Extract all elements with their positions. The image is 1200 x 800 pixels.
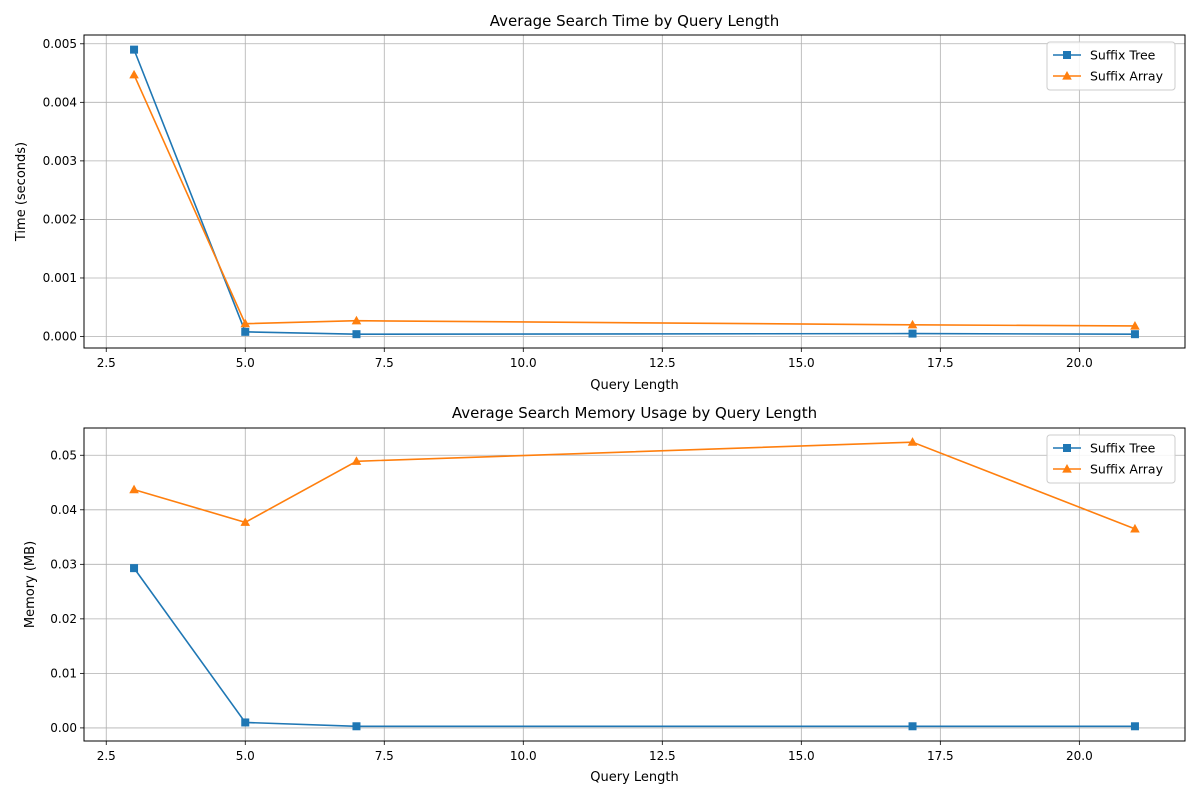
y-tick-label: 0.01 xyxy=(50,666,77,680)
grid xyxy=(84,35,1185,348)
x-tick-label: 10.0 xyxy=(510,749,537,763)
y-tick-label: 0.04 xyxy=(50,503,77,517)
y-tick-label: 0.03 xyxy=(50,557,77,571)
data-point xyxy=(351,456,362,465)
y-tick-label: 0.001 xyxy=(43,271,77,285)
x-tick-label: 7.5 xyxy=(375,749,394,763)
x-tick-label: 17.5 xyxy=(927,749,954,763)
y-tick-label: 0.005 xyxy=(43,37,77,51)
data-point xyxy=(352,330,361,339)
ticks: 2.5 5.0 7.5 10.0 12.5 15.0 17.5 20.0 0.000 0.001 0… xyxy=(43,37,1093,370)
x-tick-label: 2.5 xyxy=(97,749,116,763)
legend-marker xyxy=(1063,444,1071,452)
data-point xyxy=(130,564,139,573)
series xyxy=(129,437,1140,731)
legend-marker xyxy=(1062,464,1072,473)
data-point xyxy=(241,327,250,336)
data-point xyxy=(352,722,361,731)
series-suffix-array xyxy=(129,69,1140,330)
data-point xyxy=(241,718,250,727)
y-tick-label: 0.00 xyxy=(50,721,77,735)
x-tick-label: 12.5 xyxy=(649,356,676,370)
y-tick-label: 0.05 xyxy=(50,448,77,462)
data-point xyxy=(240,517,251,526)
y-tick-label: 0.002 xyxy=(43,212,77,226)
plot-frame xyxy=(83,427,1186,742)
legend-box xyxy=(1046,41,1176,91)
grid xyxy=(84,428,1185,741)
data-point xyxy=(129,69,139,79)
y-tick-label: 0.004 xyxy=(43,95,77,109)
data-point xyxy=(351,315,362,325)
ticks: 2.5 5.0 7.5 10.0 12.5 15.0 17.5 20.0 0.00 0.01 0.0… xyxy=(50,448,1092,763)
data-point xyxy=(907,319,918,329)
time-chart: Average Search Time by Query Length Quer… xyxy=(14,12,1186,393)
x-axis-label: Query Length xyxy=(590,770,678,785)
plot-frame xyxy=(83,34,1186,349)
data-point xyxy=(907,437,918,446)
x-tick-label: 5.0 xyxy=(236,749,255,763)
data-point xyxy=(130,45,139,54)
y-tick-label: 0.000 xyxy=(43,330,77,344)
legend-label: Suffix Tree xyxy=(1090,441,1156,456)
x-tick-label: 7.5 xyxy=(375,356,394,370)
legend-marker xyxy=(1062,71,1072,80)
x-axis-label: Query Length xyxy=(590,378,678,393)
y-tick-label: 0.003 xyxy=(43,154,77,168)
data-point xyxy=(240,318,251,328)
y-axis-label: Time (seconds) xyxy=(14,142,29,242)
y-tick-label: 0.02 xyxy=(50,612,77,626)
legend: Suffix Tree Suffix Array xyxy=(1046,434,1176,484)
x-tick-label: 20.0 xyxy=(1066,356,1093,370)
data-point xyxy=(129,484,139,494)
legend-label: Suffix Tree xyxy=(1090,48,1156,63)
chart-title: Average Search Time by Query Length xyxy=(490,12,779,30)
x-tick-label: 15.0 xyxy=(788,356,815,370)
x-tick-label: 15.0 xyxy=(788,749,815,763)
memory-chart: Average Search Memory Usage by Query Len… xyxy=(23,404,1186,785)
x-tick-label: 10.0 xyxy=(510,356,537,370)
x-tick-label: 5.0 xyxy=(236,356,255,370)
data-point xyxy=(908,329,917,338)
legend-marker xyxy=(1063,51,1071,59)
data-point xyxy=(1130,330,1139,339)
legend-label: Suffix Array xyxy=(1090,462,1164,477)
data-point xyxy=(1130,722,1139,731)
series-suffix-tree xyxy=(130,45,1139,339)
chart-title: Average Search Memory Usage by Query Len… xyxy=(452,404,817,422)
data-point xyxy=(908,722,917,731)
x-tick-label: 2.5 xyxy=(97,356,116,370)
legend-label: Suffix Array xyxy=(1090,69,1164,84)
x-tick-label: 20.0 xyxy=(1066,749,1093,763)
legend: Suffix Tree Suffix Array xyxy=(1046,41,1176,91)
series-suffix-array xyxy=(129,437,1140,533)
data-point xyxy=(1130,320,1140,330)
data-point xyxy=(1130,523,1140,533)
x-tick-label: 12.5 xyxy=(649,749,676,763)
legend-box xyxy=(1046,434,1176,484)
series-suffix-tree xyxy=(130,564,1139,731)
y-axis-label: Memory (MB) xyxy=(23,541,38,628)
series xyxy=(129,45,1140,339)
x-tick-label: 17.5 xyxy=(927,356,954,370)
